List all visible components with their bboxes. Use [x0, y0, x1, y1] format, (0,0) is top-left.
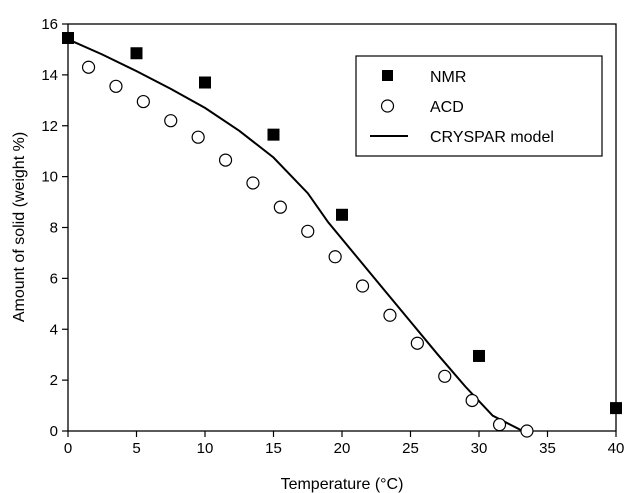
- x-tick-label: 5: [132, 440, 140, 457]
- legend-nmr-marker: [382, 70, 393, 81]
- acd-point: [438, 369, 452, 383]
- y-tick-label: 8: [50, 220, 58, 237]
- nmr-point: [199, 76, 211, 89]
- legend-acd-label: ACD: [430, 99, 464, 116]
- y-tick-label: 4: [50, 321, 58, 338]
- nmr-point: [610, 402, 622, 415]
- acd-point: [164, 114, 178, 128]
- y-tick-label: 12: [41, 118, 58, 135]
- y-tick-label: 6: [50, 270, 58, 287]
- y-tick-label: 16: [41, 16, 58, 33]
- x-tick-label: 0: [64, 440, 72, 457]
- x-tick-label: 25: [402, 440, 419, 457]
- y-tick-label: 2: [50, 372, 58, 389]
- acd-point: [383, 308, 397, 322]
- acd-point: [191, 130, 205, 144]
- acd-point: [136, 94, 150, 109]
- nmr-point: [473, 349, 485, 362]
- x-tick-label: 10: [197, 440, 214, 457]
- ticks-group: 0 5 10 15 20 25 30 35 40 0 2 4 6 8 10 12 14 16: [41, 16, 624, 457]
- nmr-point: [267, 128, 280, 141]
- legend-nmr-label: NMR: [430, 69, 466, 86]
- acd-point: [218, 153, 233, 167]
- y-tick-label: 14: [41, 67, 58, 84]
- acd-point: [81, 60, 96, 74]
- acd-point: [355, 279, 370, 293]
- markers-group: [62, 31, 622, 438]
- acd-point: [492, 418, 507, 432]
- acd-point: [465, 393, 479, 408]
- x-tick-label: 15: [265, 440, 282, 457]
- y-tick-label: 0: [50, 423, 58, 440]
- nmr-point: [62, 31, 74, 44]
- legend-model-label: CRYSPAR model: [430, 129, 554, 146]
- x-tick-label: 40: [608, 440, 625, 457]
- nmr-point: [336, 208, 348, 221]
- x-tick-label: 30: [471, 440, 488, 457]
- acd-point: [410, 336, 424, 350]
- legend-box: [355, 55, 603, 157]
- legend: NMR ACD CRYSPAR model: [355, 55, 603, 157]
- x-axis-label: Temperature (°C): [281, 476, 404, 493]
- acd-point: [301, 224, 315, 238]
- legend-acd-marker: [380, 99, 395, 113]
- x-tick-label: 20: [334, 440, 351, 457]
- y-tick-label: 10: [41, 169, 58, 186]
- acd-point: [246, 176, 260, 190]
- acd-point: [109, 79, 123, 93]
- nmr-point: [130, 47, 143, 60]
- y-axis-label: Amount of solid (weight %): [11, 132, 28, 322]
- acd-point: [273, 200, 287, 214]
- acd-point: [520, 424, 534, 438]
- x-tick-label: 35: [539, 440, 556, 457]
- acd-point: [328, 250, 342, 264]
